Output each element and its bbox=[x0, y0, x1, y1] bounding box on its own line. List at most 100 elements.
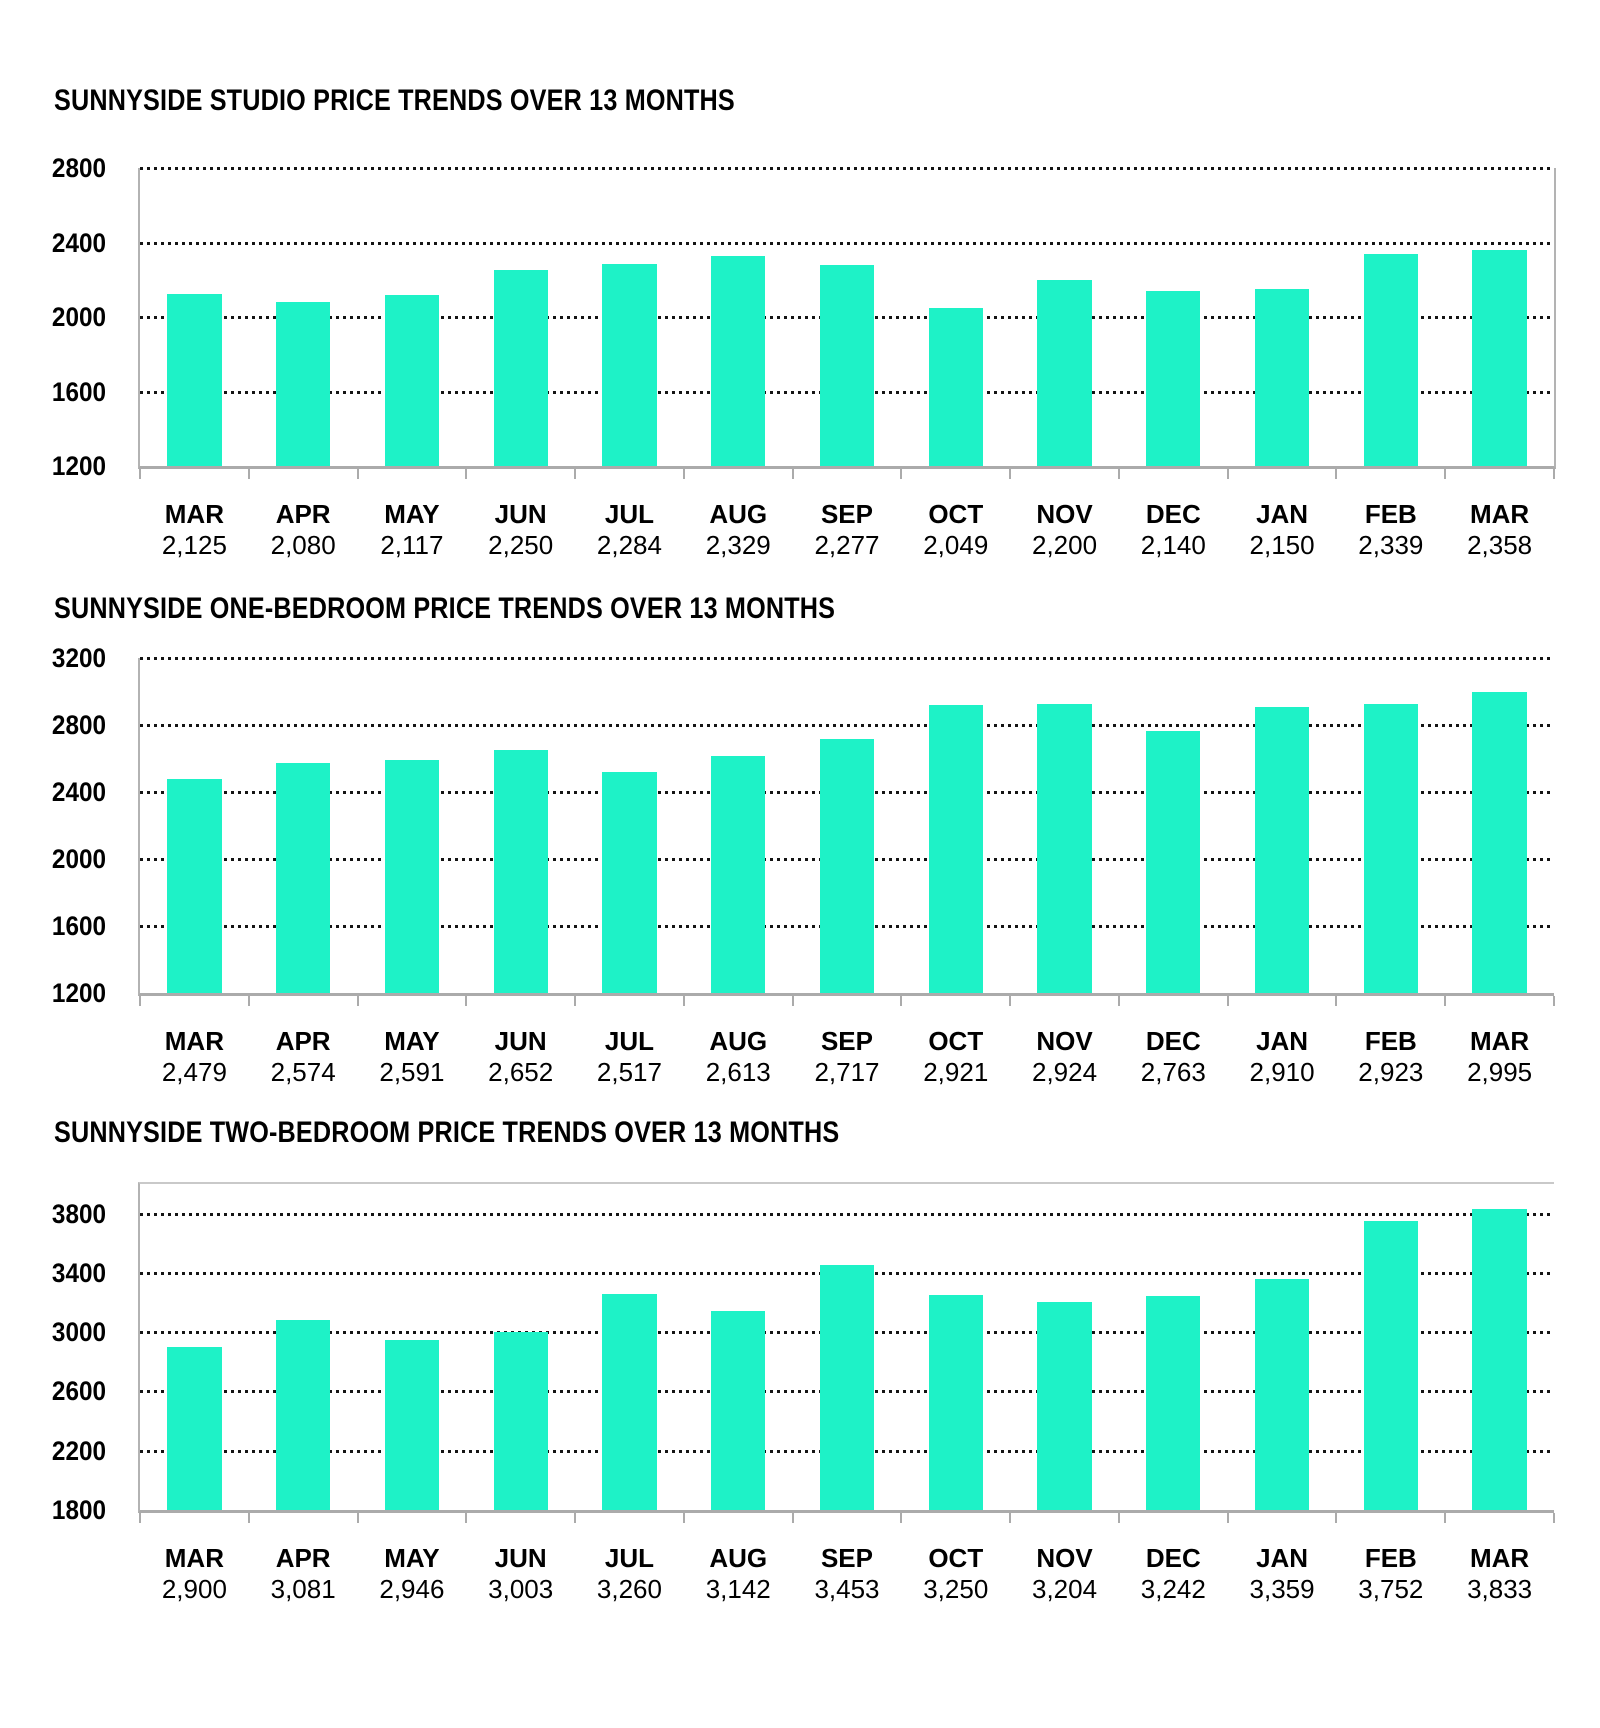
x-value-label: 2,277 bbox=[814, 530, 880, 560]
x-value-label: 2,329 bbox=[705, 530, 771, 560]
y-tick-label: 2400 bbox=[51, 777, 106, 807]
x-month-label: SEP bbox=[820, 1543, 873, 1573]
x-month-label: MAY bbox=[384, 499, 440, 529]
bar bbox=[1146, 290, 1201, 466]
x-month-label: AUG bbox=[709, 499, 768, 529]
gridline bbox=[140, 241, 1554, 245]
plot-area bbox=[138, 1182, 1554, 1513]
x-value-label: 2,517 bbox=[596, 1057, 662, 1087]
bar bbox=[928, 1295, 983, 1510]
x-value-label: 2,049 bbox=[923, 530, 989, 560]
x-value-label: 2,284 bbox=[596, 530, 662, 560]
x-value-label: 3,142 bbox=[705, 1574, 771, 1604]
x-axis-tick bbox=[1009, 469, 1012, 479]
x-axis-tick bbox=[356, 469, 359, 479]
x-value-label: 3,242 bbox=[1140, 1574, 1206, 1604]
x-month-label: JUN bbox=[494, 1543, 547, 1573]
y-tick-label: 1800 bbox=[51, 1495, 106, 1525]
bar bbox=[928, 307, 983, 466]
x-axis-tick bbox=[465, 1513, 468, 1523]
bar bbox=[1363, 704, 1419, 993]
x-axis-tick bbox=[465, 996, 468, 1006]
x-axis-tick bbox=[1444, 996, 1447, 1006]
bar bbox=[928, 704, 983, 993]
x-month-label: MAY bbox=[384, 1543, 440, 1573]
x-value-label: 2,117 bbox=[380, 530, 444, 560]
y-tick-label: 2800 bbox=[51, 153, 106, 183]
x-month-label: JAN bbox=[1256, 1026, 1309, 1056]
x-axis-tick bbox=[791, 469, 794, 479]
x-axis-tick bbox=[791, 996, 794, 1006]
x-value-label: 2,900 bbox=[161, 1574, 227, 1604]
x-axis-tick bbox=[1226, 469, 1229, 479]
x-axis-tick bbox=[247, 996, 250, 1006]
x-axis-tick bbox=[139, 1513, 141, 1523]
bar bbox=[819, 265, 875, 466]
x-month-label: MAR bbox=[1469, 1543, 1530, 1573]
bar bbox=[819, 738, 875, 993]
gridline bbox=[140, 1212, 1554, 1216]
x-axis-tick bbox=[682, 469, 685, 479]
bar bbox=[1363, 253, 1419, 466]
x-axis-tick bbox=[574, 469, 577, 479]
bar bbox=[711, 1311, 766, 1510]
x-month-label: JAN bbox=[1256, 499, 1309, 529]
bar bbox=[1037, 279, 1092, 466]
bar bbox=[493, 749, 548, 993]
x-month-label: AUG bbox=[709, 1543, 768, 1573]
y-tick-label: 2600 bbox=[51, 1376, 106, 1407]
x-value-label: 2,613 bbox=[705, 1057, 771, 1087]
bar bbox=[819, 1265, 875, 1510]
x-value-label: 2,652 bbox=[488, 1057, 554, 1087]
x-month-label: JAN bbox=[1256, 1543, 1309, 1573]
x-value-label: 2,150 bbox=[1249, 530, 1315, 560]
bar bbox=[1037, 704, 1092, 993]
x-month-label: JUL bbox=[604, 1543, 654, 1573]
bar bbox=[1254, 1279, 1310, 1510]
bar bbox=[384, 1340, 440, 1510]
x-month-label: FEB bbox=[1364, 1543, 1417, 1573]
x-axis-tick bbox=[1335, 996, 1338, 1006]
y-tick-label: 1200 bbox=[51, 451, 106, 481]
x-value-label: 2,910 bbox=[1249, 1057, 1315, 1087]
bar bbox=[167, 1347, 222, 1510]
x-month-label: NOV bbox=[1036, 1543, 1093, 1573]
x-month-label: MAR bbox=[1469, 1026, 1530, 1056]
x-value-label: 2,080 bbox=[270, 530, 336, 560]
x-axis-tick bbox=[1226, 1513, 1229, 1523]
x-axis-tick bbox=[1335, 1513, 1338, 1523]
x-axis-tick bbox=[139, 469, 141, 479]
x-month-label: SEP bbox=[820, 499, 873, 529]
y-tick-label: 2800 bbox=[51, 710, 106, 740]
x-axis-tick bbox=[900, 996, 903, 1006]
x-axis-tick bbox=[1117, 996, 1120, 1006]
x-axis-tick bbox=[1444, 469, 1447, 479]
bar bbox=[711, 756, 766, 993]
bar bbox=[602, 1293, 657, 1510]
y-tick-label: 1600 bbox=[51, 911, 106, 941]
x-value-label: 3,260 bbox=[596, 1574, 662, 1604]
bar bbox=[602, 264, 657, 466]
bar bbox=[1363, 1220, 1419, 1510]
x-axis-tick bbox=[1553, 469, 1555, 479]
x-month-label: OCT bbox=[928, 1543, 984, 1573]
bar bbox=[275, 1320, 331, 1510]
x-value-label: 2,946 bbox=[379, 1574, 445, 1604]
bar bbox=[1254, 289, 1310, 466]
x-axis-tick bbox=[1553, 996, 1555, 1006]
bar bbox=[1254, 706, 1310, 993]
chart-title: SUNNYSIDE ONE-BEDROOM PRICE TRENDS OVER … bbox=[54, 592, 836, 625]
gridline bbox=[140, 657, 1554, 660]
x-value-label: 2,358 bbox=[1467, 530, 1533, 560]
x-value-label: 2,921 bbox=[923, 1057, 989, 1087]
x-month-label: FEB bbox=[1364, 1026, 1417, 1056]
y-tick-label: 3000 bbox=[51, 1317, 106, 1348]
y-tick-label: 2400 bbox=[51, 227, 106, 258]
bar bbox=[275, 302, 331, 466]
x-axis-tick bbox=[900, 1513, 903, 1523]
x-month-label: OCT bbox=[928, 1026, 984, 1056]
x-axis-tick bbox=[1226, 996, 1229, 1006]
x-value-label: 2,479 bbox=[161, 1057, 227, 1087]
